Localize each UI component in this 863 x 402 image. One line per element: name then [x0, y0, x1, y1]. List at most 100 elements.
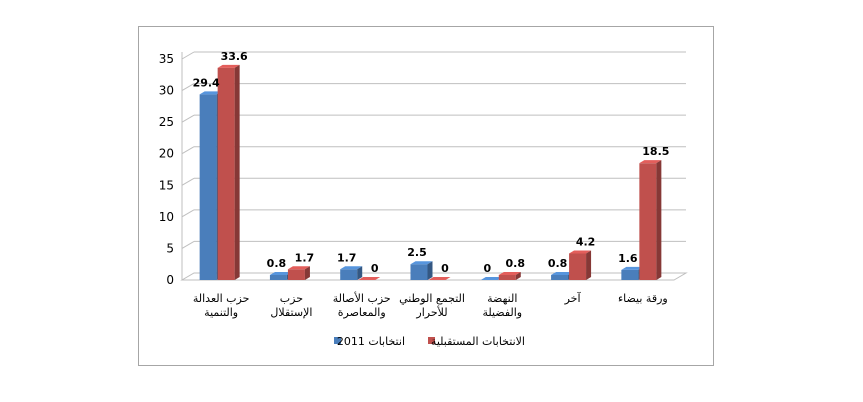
- category-label: التجمع الوطني للأحرار: [399, 292, 465, 319]
- legend-label-1: الانتخابات المستقبلية: [431, 335, 525, 348]
- category-label-line: حزب: [280, 292, 303, 305]
- bar-front: [569, 253, 587, 280]
- bar-top: [498, 271, 521, 275]
- category-label-line: والمعاصرة: [338, 306, 386, 319]
- gridline-side: [181, 146, 195, 155]
- y-tick-label: 15: [159, 178, 174, 192]
- legend-swatch-0: [334, 337, 341, 344]
- data-label: 1.6: [618, 252, 638, 265]
- category-label-line: آخر: [564, 291, 582, 305]
- bar-front: [269, 274, 287, 280]
- y-tick-label: 35: [159, 52, 174, 66]
- bar-2011-4: [480, 277, 503, 280]
- y-tick-label: 0: [166, 273, 174, 287]
- category-label: ورقة بيضاء: [618, 292, 668, 305]
- bar-top: [410, 261, 433, 265]
- bar-front: [340, 269, 358, 280]
- gridline-side: [181, 51, 195, 60]
- bar-future-5: [569, 250, 592, 280]
- data-label: 0.8: [548, 257, 568, 270]
- y-tick-label: 10: [159, 210, 174, 224]
- bar-top: [551, 271, 574, 275]
- category-label: حزب العدالة والتنمية: [193, 292, 250, 319]
- bar-front: [621, 269, 639, 280]
- y-tick-label: 20: [159, 147, 174, 161]
- bar-top: [480, 277, 503, 280]
- category-label: حزب الأصالة والمعاصرة: [333, 291, 391, 319]
- gridline-side: [181, 83, 195, 92]
- bar-side: [304, 266, 310, 280]
- y-axis: 0 5 10 15 20 25 30 35: [159, 52, 174, 287]
- category-label-line: حزب الأصالة: [333, 291, 391, 305]
- bar-front: [639, 163, 657, 280]
- bar-future-3: [428, 277, 451, 280]
- bar-future-0: [217, 64, 240, 280]
- y-tick-label: 25: [159, 115, 174, 129]
- bar-top: [199, 91, 222, 95]
- bar-top: [639, 160, 662, 164]
- category-label-line: ورقة بيضاء: [618, 292, 668, 305]
- bar-future-4: [498, 271, 521, 280]
- bar-side: [427, 261, 433, 280]
- bar-side: [656, 160, 662, 280]
- bar-2011-3: [410, 261, 433, 280]
- bar-side: [357, 266, 363, 280]
- data-label: 0.8: [506, 257, 526, 270]
- category-label-line: التجمع الوطني: [399, 292, 465, 305]
- bar-2011-2: [340, 266, 363, 280]
- category-label: آخر: [564, 291, 582, 305]
- data-label: 29.4: [193, 76, 220, 89]
- data-label: 1.7: [295, 251, 315, 264]
- category-label-line: الإستقلال: [270, 306, 312, 319]
- x-axis-categories: حزب العدالة والتنمية حزب الإستقلال حزب الأصا…: [193, 291, 668, 319]
- bar-top: [340, 266, 363, 270]
- bar-front: [498, 274, 516, 280]
- legend-swatch-1: [428, 337, 435, 344]
- category-label-line: والتنمية: [204, 306, 238, 319]
- bar-future-1: [287, 266, 310, 280]
- bar-front: [410, 264, 428, 280]
- data-label: 1.7: [337, 251, 357, 264]
- category-label-line: النهضة: [487, 292, 517, 305]
- data-label: 18.5: [642, 145, 669, 158]
- bar-top: [569, 250, 592, 254]
- bar-side: [234, 64, 240, 280]
- data-label: 0.8: [267, 257, 287, 270]
- bar-future-6: [639, 160, 662, 280]
- bar-top: [217, 64, 240, 68]
- bar-top: [287, 266, 310, 270]
- category-label: النهضة والفضيلة: [482, 292, 522, 319]
- category-label-line: حزب العدالة: [193, 292, 250, 305]
- bar-front: [217, 67, 235, 280]
- bar-top: [428, 277, 451, 280]
- bar-top: [269, 271, 292, 275]
- data-label: 0: [483, 262, 491, 275]
- y-tick-label: 5: [166, 241, 174, 255]
- data-label: 33.6: [221, 50, 248, 63]
- data-label: 0: [371, 262, 379, 275]
- bar-top: [621, 266, 644, 270]
- category-label-line: للأحرار: [415, 305, 447, 319]
- data-label: 0: [441, 262, 449, 275]
- legend: انتخابات 2011 الانتخابات المستقبلية: [334, 335, 525, 348]
- gridline-side: [181, 209, 195, 218]
- gridline-side: [181, 177, 195, 186]
- bar-future-2: [358, 277, 381, 280]
- gridline-side: [181, 240, 195, 249]
- gridline-side: [181, 114, 195, 123]
- bar-front: [287, 269, 305, 280]
- data-label: 4.2: [576, 235, 596, 248]
- data-label: 2.5: [407, 246, 427, 259]
- bar-top: [358, 277, 381, 280]
- legend-label-0: انتخابات 2011: [337, 335, 405, 348]
- bar-side: [586, 250, 592, 280]
- y-tick-label: 30: [159, 84, 174, 98]
- bar-side: [515, 271, 521, 280]
- category-label-line: والفضيلة: [482, 306, 522, 319]
- gridlines: [180, 51, 688, 281]
- category-label: حزب الإستقلال: [270, 292, 312, 319]
- bar-front: [551, 274, 569, 280]
- bars: [199, 64, 662, 280]
- data-labels: 29.433.6 0.8 1.7 1.7 0 2.5 0 0 0.8 0.8 4.2 1.6 18.5: [193, 50, 670, 275]
